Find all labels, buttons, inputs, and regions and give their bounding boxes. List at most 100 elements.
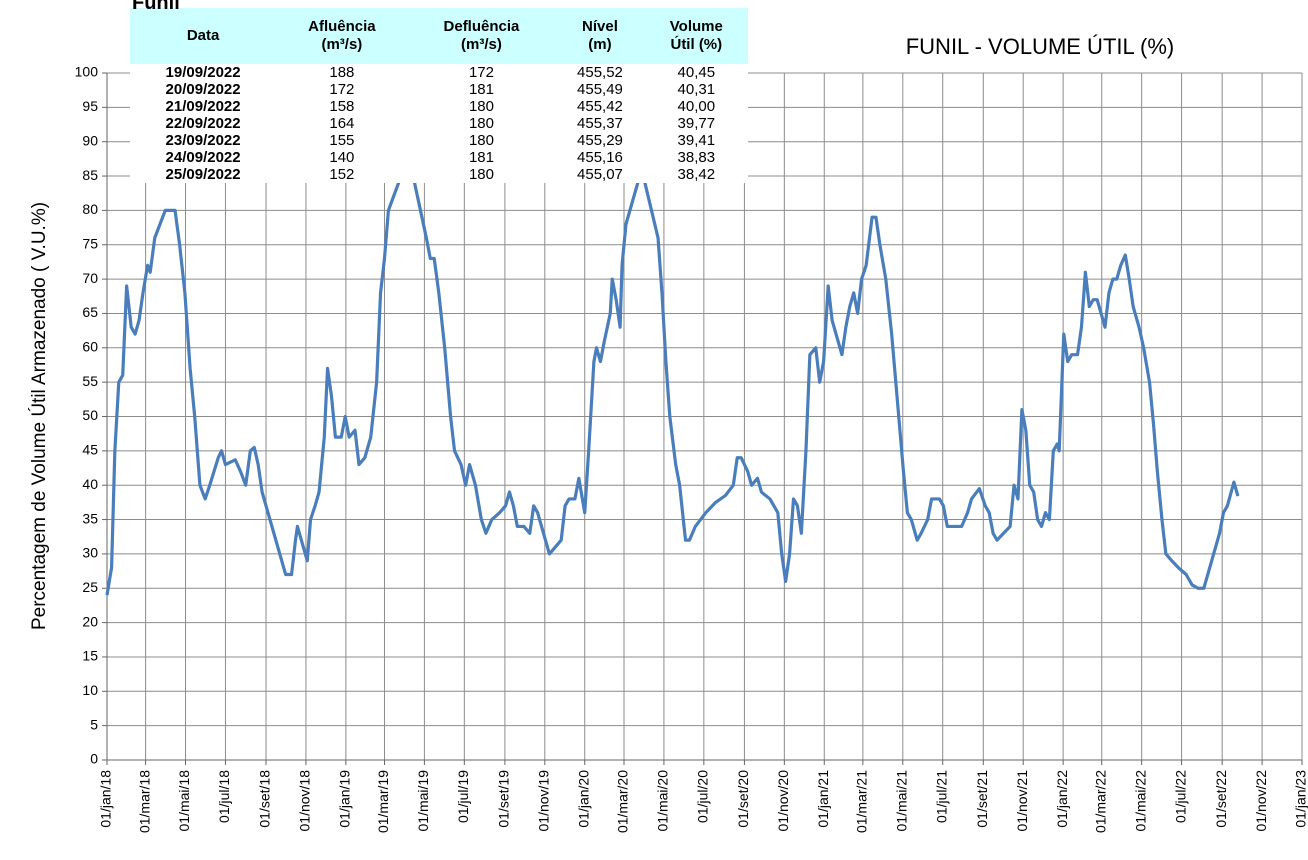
x-tick-label: 01/mar/22 [1092, 770, 1108, 833]
x-tick-label: 01/mar/18 [136, 770, 152, 833]
x-tick-label: 01/set/20 [735, 770, 751, 828]
y-tick-label: 15 [82, 648, 98, 664]
table-cell: 172 [468, 64, 494, 81]
x-tick-label: 01/jan/22 [1054, 770, 1070, 828]
x-tick-label: 01/mai/22 [1132, 770, 1148, 832]
table-cell: 455,07 [577, 166, 623, 183]
x-tick-label: 01/nov/20 [775, 770, 791, 832]
table-cell: 152 [329, 166, 355, 183]
table-cell: 164 [329, 115, 355, 132]
y-axis-label: Percentagem de Volume Útil Armazenado ( … [28, 202, 50, 630]
table-cell: 40,45 [677, 64, 716, 81]
x-tick-label: 01/jan/19 [337, 770, 353, 828]
x-tick-label: 01/jul/22 [1172, 770, 1188, 823]
x-tick-label: 01/set/21 [974, 770, 990, 828]
y-tick-label: 95 [82, 98, 98, 114]
table-cell: 180 [468, 98, 494, 115]
y-tick-label: 35 [82, 510, 98, 526]
x-tick-label: 01/jul/21 [933, 770, 949, 823]
y-tick-label: 75 [82, 235, 98, 251]
table-row: 22/09/2022 164 180 455,37 39,77 [130, 115, 748, 132]
data-table: Funil Data Afluência (m³/s) Defluência (m³… [130, 0, 748, 183]
table-cell: 181 [468, 149, 494, 166]
y-tick-label: 50 [82, 407, 98, 423]
column-header: Afluência (m³/s) [276, 8, 408, 64]
y-tick-label: 25 [82, 579, 98, 595]
table-row: 25/09/2022 152 180 455,07 38,42 [130, 166, 748, 183]
y-tick-label: 5 [90, 716, 98, 732]
table-cell: 155 [329, 132, 355, 149]
column-header: Data [130, 8, 277, 64]
x-tick-label: 01/mai/21 [893, 770, 909, 832]
table-cell: 40,00 [677, 98, 716, 115]
x-tick-label: 01/set/18 [257, 770, 273, 828]
x-tick-label: 01/jan/18 [98, 770, 114, 828]
y-tick-label: 20 [82, 613, 98, 629]
table-cell: 188 [329, 64, 355, 81]
y-tick-label: 100 [75, 64, 99, 80]
table-title: Funil [132, 0, 180, 14]
x-tick-label: 01/jan/21 [815, 770, 831, 828]
column-header: Nível (m) [555, 8, 645, 64]
data-line [105, 153, 1240, 596]
table-cell: 39,77 [677, 115, 716, 132]
table-cell: 455,49 [577, 81, 623, 98]
table-row: 21/09/2022 158 180 455,42 40,00 [130, 98, 748, 115]
table-cell: 455,52 [577, 64, 623, 81]
table-cell: 40,31 [677, 81, 716, 98]
x-tick-label: 01/jan/20 [575, 770, 591, 828]
x-tick-label: 01/nov/18 [297, 770, 313, 832]
table-cell: 455,29 [577, 132, 623, 149]
table-cell: 180 [468, 166, 494, 183]
table-cell: 20/09/2022 [165, 81, 241, 98]
table-cell: 25/09/2022 [165, 166, 241, 183]
y-tick-label: 85 [82, 167, 98, 183]
x-tick-label: 01/nov/22 [1253, 770, 1269, 832]
column-header: Volume Útil (%) [644, 8, 748, 64]
header-row: Data Afluência (m³/s) Defluência (m³/s) Nív… [130, 8, 748, 64]
table-cell: 455,42 [577, 98, 623, 115]
table: Data Afluência (m³/s) Defluência (m³/s) Nív… [130, 8, 748, 183]
x-tick-label: 01/mar/19 [375, 770, 391, 833]
y-tick-label: 65 [82, 304, 98, 320]
table-cell: 24/09/2022 [165, 149, 241, 166]
table-cell: 22/09/2022 [165, 115, 241, 132]
table-row: 20/09/2022 172 181 455,49 40,31 [130, 81, 748, 98]
y-tick-label: 40 [82, 476, 98, 492]
table-cell: 172 [329, 81, 355, 98]
table-cell: 180 [468, 115, 494, 132]
x-tick-label: 01/jul/18 [216, 770, 232, 823]
x-tick-label: 01/mar/20 [615, 770, 631, 833]
table-cell: 19/09/2022 [165, 64, 241, 81]
x-tick-label: 01/mai/20 [655, 770, 671, 832]
y-tick-label: 0 [90, 751, 98, 767]
table-cell: 158 [329, 98, 355, 115]
x-tick-label: 01/set/22 [1213, 770, 1229, 828]
x-tick-label: 01/nov/21 [1014, 770, 1030, 832]
y-tick-label: 60 [82, 339, 98, 355]
x-tick-label: 01/mar/21 [854, 770, 870, 833]
y-tick-label: 80 [82, 201, 98, 217]
table-cell: 23/09/2022 [165, 132, 241, 149]
table-cell: 181 [468, 81, 494, 98]
x-tick-label: 01/mai/18 [176, 770, 192, 832]
chart-title: FUNIL - VOLUME ÚTIL (%) [906, 34, 1175, 59]
table-cell: 455,37 [577, 115, 623, 132]
table-cell: 140 [329, 149, 355, 166]
x-tick-label: 01/jul/19 [455, 770, 471, 823]
y-tick-label: 10 [82, 682, 98, 698]
table-cell: 39,41 [677, 132, 716, 149]
y-tick-label: 55 [82, 373, 98, 389]
y-tick-label: 70 [82, 270, 98, 286]
table-row: 19/09/2022 188 172 455,52 40,45 [130, 64, 748, 81]
x-tick-label: 01/nov/19 [536, 770, 552, 832]
table-cell: 38,42 [677, 166, 716, 183]
x-tick-label: 01/jul/20 [695, 770, 711, 823]
y-tick-label: 90 [82, 132, 98, 148]
table-cell: 455,16 [577, 149, 623, 166]
table-cell: 21/09/2022 [165, 98, 241, 115]
y-tick-label: 30 [82, 545, 98, 561]
table-row: 23/09/2022 155 180 455,29 39,41 [130, 132, 748, 149]
